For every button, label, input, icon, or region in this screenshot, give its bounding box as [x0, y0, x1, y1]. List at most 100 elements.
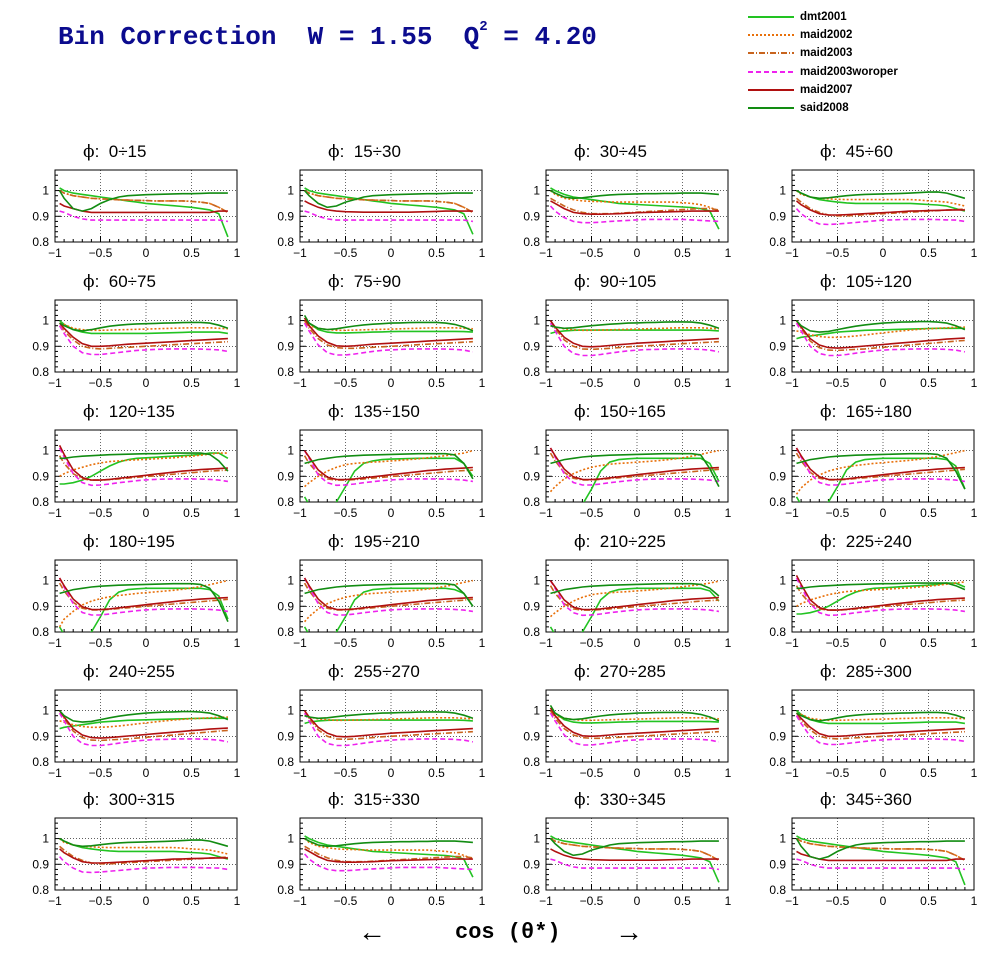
x-tick-label: 0 [634, 766, 641, 780]
x-tick-label: −0.5 [334, 894, 358, 908]
arrow-left-icon: ← [358, 916, 386, 947]
series-line-maid2003woroper [58, 325, 229, 356]
y-tick-label: 0.8 [277, 883, 294, 897]
series-line-said2008 [549, 704, 720, 722]
series-line-maid2003woroper [549, 205, 719, 224]
y-tick-label: 0.8 [523, 495, 540, 509]
series-line-maid2007 [795, 320, 965, 349]
panel-title-range: : 195÷210 [339, 532, 420, 551]
panel: −1 −0.5 0 0.5 1 0.8 0.9 1 [32, 429, 241, 520]
panel-series [549, 835, 720, 883]
panel-title: ϕ: 270÷285 [574, 662, 666, 682]
phi-symbol: ϕ [83, 272, 95, 292]
series-line-maid2007 [59, 848, 228, 864]
x-tick-label: 0.5 [183, 766, 200, 780]
phi-symbol: ϕ [328, 402, 340, 422]
series-line-maid2007 [549, 447, 719, 481]
x-tick-label: 0.5 [920, 376, 937, 390]
x-tick-label: 0 [880, 636, 887, 650]
series-line-maid2003woroper [58, 447, 229, 487]
panel-series [58, 710, 229, 747]
panel-title-range: : 240÷255 [94, 662, 175, 681]
panel-title: ϕ: 135÷150 [328, 402, 420, 422]
series-line-maid2007 [795, 575, 965, 611]
y-tick-label: 1 [42, 704, 49, 718]
y-tick-label: 0.8 [277, 625, 294, 639]
x-tick-label: −1 [539, 506, 553, 520]
x-tick-label: 0 [388, 376, 395, 390]
x-tick-label: −1 [293, 506, 307, 520]
y-tick-label: 0.9 [769, 339, 786, 353]
x-tick-label: −1 [785, 376, 799, 390]
legend-entry: said2008 [748, 99, 898, 117]
panel-series [549, 187, 720, 230]
y-tick-label: 0.8 [32, 495, 49, 509]
y-tick-label: 1 [42, 314, 49, 328]
panel-title: ϕ: 0÷15 [83, 142, 146, 162]
phi-symbol: ϕ [83, 142, 95, 162]
phi-symbol: ϕ [328, 142, 340, 162]
series-line-dmt2001 [304, 835, 474, 878]
series-line-said2008 [59, 452, 229, 472]
y-tick-label: 0.8 [523, 625, 540, 639]
series-line-maid2002 [304, 579, 474, 623]
panel-title: ϕ: 225÷240 [820, 532, 912, 552]
panel: −1 −0.5 0 0.5 1 0.8 0.9 1 [277, 169, 486, 260]
panel-title-range: : 180÷195 [94, 532, 175, 551]
panel-series [303, 449, 474, 502]
panel-title-range: : 315÷330 [339, 790, 420, 809]
x-tick-label: 0 [634, 636, 641, 650]
x-tick-label: −0.5 [89, 506, 113, 520]
panel-series [549, 447, 720, 502]
x-tick-label: −1 [48, 246, 62, 260]
panel-title-range: : 255÷270 [339, 662, 420, 681]
series-line-maid2003woroper [550, 858, 720, 871]
x-tick-label: 0.5 [920, 506, 937, 520]
y-tick-label: 1 [287, 704, 294, 718]
x-tick-label: 0 [388, 246, 395, 260]
panel-series [58, 577, 229, 632]
x-tick-label: 0 [634, 246, 641, 260]
x-tick-label: −1 [293, 376, 307, 390]
panel-title-range: : 120÷135 [94, 402, 175, 421]
phi-symbol: ϕ [83, 532, 95, 552]
x-tick-label: −0.5 [826, 246, 850, 260]
panel-title: ϕ: 15÷30 [328, 142, 401, 162]
series-line-maid2002 [796, 326, 965, 339]
series-line-said2008 [795, 320, 966, 333]
legend-entry: maid2007 [748, 81, 898, 99]
panel: −1 −0.5 0 0.5 1 0.8 0.9 1 [277, 429, 486, 520]
y-tick-label: 0.9 [769, 469, 786, 483]
x-tick-label: 1 [725, 766, 732, 780]
panel: −1 −0.5 0 0.5 1 0.8 0.9 1 [277, 817, 486, 908]
x-tick-label: 0 [880, 376, 887, 390]
panel: −1 −0.5 0 0.5 1 0.8 0.9 1 [523, 169, 732, 260]
x-tick-label: 0.5 [183, 636, 200, 650]
x-tick-label: 0.5 [920, 766, 937, 780]
series-line-maid2002 [795, 449, 966, 495]
x-tick-label: 0 [880, 894, 887, 908]
phi-symbol: ϕ [820, 790, 832, 810]
y-tick-label: 1 [287, 574, 294, 588]
y-tick-label: 0.9 [277, 857, 294, 871]
series-line-maid2003woroper [58, 712, 229, 747]
x-tick-label: 0.5 [183, 246, 200, 260]
panel-title-range: : 225÷240 [831, 532, 912, 551]
series-line-said2008 [58, 190, 228, 212]
x-tick-label: 0 [143, 766, 150, 780]
series-line-said2008 [550, 189, 719, 200]
series-line-said2008 [550, 321, 720, 330]
series-line-dmt2001 [303, 587, 474, 632]
series-line-said2008 [304, 837, 473, 848]
legend: dmt2001 maid2002 maid2003 maid2003woroper ma… [748, 8, 898, 117]
x-tick-label: 0.5 [674, 636, 691, 650]
x-tick-label: 0.5 [920, 636, 937, 650]
legend-label: maid2007 [800, 83, 853, 96]
y-tick-label: 1 [779, 314, 786, 328]
series-line-maid2003woroper [549, 447, 720, 486]
x-tick-label: −1 [785, 506, 799, 520]
y-tick-label: 1 [287, 314, 294, 328]
x-tick-label: −0.5 [826, 376, 850, 390]
series-line-maid2003woroper [795, 208, 966, 226]
panel-title-range: : 210÷225 [585, 532, 666, 551]
